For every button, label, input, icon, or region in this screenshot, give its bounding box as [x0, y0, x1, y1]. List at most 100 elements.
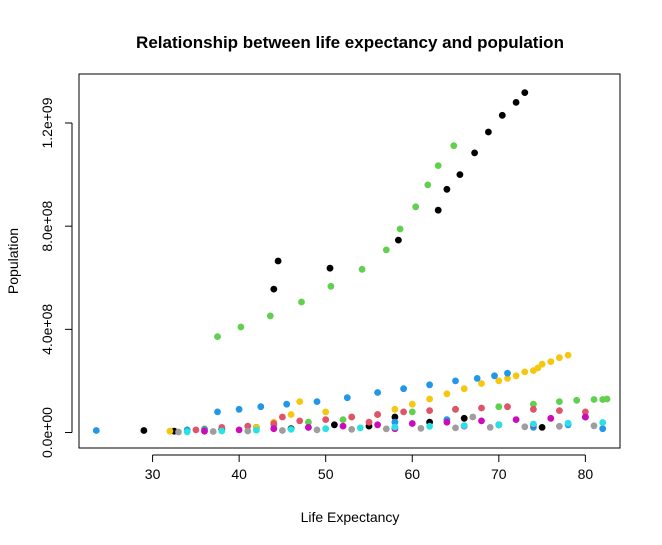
data-point: [358, 265, 366, 273]
series-4: [192, 403, 589, 434]
data-point: [582, 408, 589, 416]
data-point: [599, 419, 607, 426]
data-point: [391, 405, 399, 413]
data-point: [485, 128, 492, 136]
data-point: [456, 171, 464, 179]
data-point: [287, 411, 295, 418]
data-point: [582, 413, 589, 421]
data-point: [452, 377, 459, 385]
data-point: [603, 395, 611, 403]
data-point: [452, 405, 459, 413]
data-point: [556, 407, 563, 414]
data-point: [331, 421, 338, 429]
chart-title: Relationship between life expectancy and…: [136, 33, 564, 52]
y-axis-label: Population: [5, 228, 21, 294]
data-point: [343, 394, 351, 402]
data-point: [183, 428, 191, 436]
data-point: [504, 375, 511, 382]
data-point: [426, 422, 433, 430]
data-point: [564, 419, 572, 427]
data-point: [443, 185, 451, 193]
data-point: [214, 333, 221, 340]
data-point: [530, 420, 537, 428]
data-point: [538, 360, 546, 368]
data-point: [547, 358, 555, 365]
data-point: [382, 425, 390, 433]
data-point: [460, 414, 468, 422]
data-point: [287, 426, 295, 433]
data-point: [339, 422, 347, 430]
data-point: [495, 403, 503, 411]
data-point: [504, 369, 511, 377]
data-point: [235, 426, 243, 434]
data-point: [391, 423, 399, 431]
x-axis-label: Life Expectancy: [301, 509, 400, 525]
data-point: [573, 396, 581, 404]
data-point: [512, 372, 520, 380]
data-point: [486, 424, 494, 431]
data-point: [348, 426, 356, 433]
data-point: [408, 420, 416, 427]
data-point: [426, 381, 433, 389]
data-point: [460, 422, 468, 429]
data-point: [305, 418, 312, 426]
y-tick-label: 1.2e+09: [39, 97, 55, 148]
data-point: [244, 427, 252, 435]
data-point: [478, 404, 485, 412]
y-tick-label: 0.0e+00: [39, 407, 55, 458]
data-point: [443, 418, 451, 426]
data-point: [374, 411, 381, 418]
data-point: [450, 142, 458, 150]
series-6: [183, 419, 607, 436]
data-point: [365, 418, 373, 426]
data-point: [590, 422, 598, 430]
x-tick-label: 80: [578, 466, 594, 482]
data-point: [348, 413, 356, 421]
data-point: [283, 400, 291, 408]
data-point: [504, 403, 511, 411]
series-3: [92, 369, 607, 434]
data-point: [530, 405, 537, 413]
x-tick-label: 40: [231, 466, 247, 482]
data-point: [512, 99, 520, 106]
data-points: [92, 89, 611, 436]
data-point: [326, 264, 334, 272]
data-point: [244, 422, 252, 430]
data-point: [270, 285, 278, 293]
data-point: [298, 298, 305, 306]
series-1: [214, 142, 611, 426]
data-point: [556, 398, 563, 405]
data-point: [498, 111, 506, 119]
data-point: [521, 89, 529, 96]
data-point: [279, 413, 286, 421]
data-point: [382, 246, 390, 254]
data-point: [322, 416, 330, 423]
plot-frame: [78, 73, 621, 449]
data-point: [395, 236, 402, 244]
data-point: [556, 354, 563, 362]
data-point: [599, 425, 607, 433]
data-point: [257, 403, 265, 411]
data-point: [140, 427, 148, 434]
data-point: [443, 390, 451, 398]
data-point: [356, 424, 364, 432]
data-point: [253, 426, 260, 434]
y-axis: 0.0e+00 4.0e+08 8.0e+08 1.2e+09: [39, 97, 73, 458]
data-point: [391, 413, 399, 421]
data-point: [327, 282, 335, 290]
data-point: [322, 408, 330, 416]
data-point: [590, 396, 598, 403]
data-point: [322, 425, 330, 433]
data-point: [495, 421, 503, 429]
data-point: [521, 368, 529, 376]
data-point: [396, 225, 404, 233]
series-0: [140, 89, 589, 435]
data-point: [391, 418, 399, 426]
data-point: [166, 427, 174, 435]
x-tick-label: 70: [491, 466, 507, 482]
data-point: [296, 417, 304, 425]
data-point: [274, 257, 282, 265]
x-tick-label: 50: [318, 466, 334, 482]
data-point: [400, 385, 407, 393]
